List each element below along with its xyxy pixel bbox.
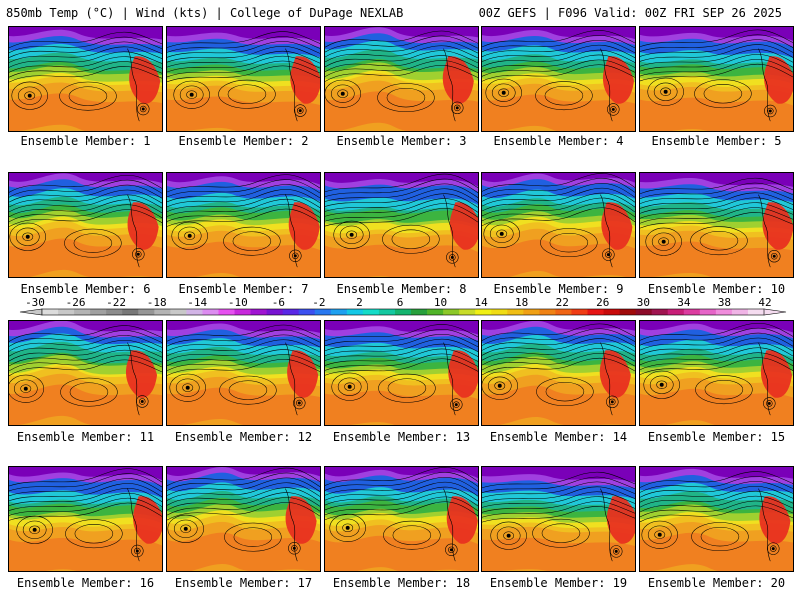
ensemble-member-label: Ensemble Member: 19 xyxy=(489,576,628,590)
ensemble-member-label: Ensemble Member: 1 xyxy=(20,134,151,148)
colorbar-tick-label: 10 xyxy=(434,296,447,309)
ensemble-member-map xyxy=(8,172,163,278)
ensemble-member-label: Ensemble Member: 12 xyxy=(174,430,313,444)
ensemble-member-label: Ensemble Member: 17 xyxy=(174,576,313,590)
colorbar-tick-label: -14 xyxy=(187,296,207,309)
ensemble-member-map xyxy=(481,320,636,426)
ensemble-member-map xyxy=(324,26,479,132)
ensemble-member-label: Ensemble Member: 16 xyxy=(16,576,155,590)
colorbar-tick-label: -10 xyxy=(228,296,248,309)
ensemble-member-map xyxy=(324,466,479,572)
ensemble-member-map xyxy=(639,320,794,426)
colorbar-tick-label: 18 xyxy=(515,296,528,309)
ensemble-member-map xyxy=(8,466,163,572)
colorbar-tick-label: 34 xyxy=(677,296,691,309)
ensemble-member-map xyxy=(639,466,794,572)
ensemble-member-label: Ensemble Member: 20 xyxy=(647,576,786,590)
colorbar-tick-label: 38 xyxy=(718,296,731,309)
ensemble-member-map xyxy=(324,320,479,426)
ensemble-member-label: Ensemble Member: 14 xyxy=(489,430,628,444)
ensemble-member-label: Ensemble Member: 11 xyxy=(16,430,155,444)
ensemble-member-label: Ensemble Member: 7 xyxy=(178,282,309,296)
colorbar-tick-label: 14 xyxy=(474,296,488,309)
colorbar-tick-label: -18 xyxy=(147,296,167,309)
colorbar-tick-label: 26 xyxy=(596,296,609,309)
colorbar-tick-label: 2 xyxy=(356,296,363,309)
ensemble-member-label: Ensemble Member: 3 xyxy=(336,134,467,148)
ensemble-member-label: Ensemble Member: 5 xyxy=(651,134,782,148)
colorbar-tick-label: 30 xyxy=(637,296,650,309)
colorbar-tick-label: -26 xyxy=(66,296,86,309)
temperature-colorbar: -30 -26 -22 -18 -14 -10 -6 -2 2 6 10 14 18 22 26 30 34 38… xyxy=(0,296,800,320)
ensemble-member-label: Ensemble Member: 4 xyxy=(493,134,624,148)
ensemble-member-label: Ensemble Member: 13 xyxy=(332,430,471,444)
run-valid-time: 00Z GEFS | F096 Valid: 00Z FRI SEP 26 20… xyxy=(478,6,782,20)
ensemble-member-map xyxy=(481,26,636,132)
colorbar-tick-label: -6 xyxy=(272,296,285,309)
chart-title: 850mb Temp (°C) | Wind (kts) | College o… xyxy=(6,6,404,20)
ensemble-member-label: Ensemble Member: 8 xyxy=(336,282,467,296)
colorbar-tick-label: 22 xyxy=(556,296,569,309)
ensemble-member-label: Ensemble Member: 18 xyxy=(332,576,471,590)
ensemble-member-map xyxy=(8,26,163,132)
colorbar-tick-label: -30 xyxy=(25,296,45,309)
ensemble-member-map xyxy=(166,466,321,572)
ensemble-member-map xyxy=(166,172,321,278)
ensemble-member-map xyxy=(481,172,636,278)
ensemble-member-label: Ensemble Member: 10 xyxy=(647,282,786,296)
colorbar-tick-label: 6 xyxy=(397,296,404,309)
colorbar-tick-label: 42 xyxy=(758,296,771,309)
ensemble-member-map xyxy=(639,26,794,132)
ensemble-member-label: Ensemble Member: 15 xyxy=(647,430,786,444)
ensemble-member-map xyxy=(481,466,636,572)
ensemble-member-label: Ensemble Member: 2 xyxy=(178,134,309,148)
ensemble-member-map xyxy=(8,320,163,426)
ensemble-member-map xyxy=(166,320,321,426)
ensemble-member-map xyxy=(639,172,794,278)
ensemble-member-label: Ensemble Member: 9 xyxy=(493,282,624,296)
ensemble-member-label: Ensemble Member: 6 xyxy=(20,282,151,296)
colorbar-tick-label: -22 xyxy=(106,296,126,309)
colorbar-tick-label: -2 xyxy=(312,296,325,309)
ensemble-member-map xyxy=(166,26,321,132)
ensemble-member-map xyxy=(324,172,479,278)
